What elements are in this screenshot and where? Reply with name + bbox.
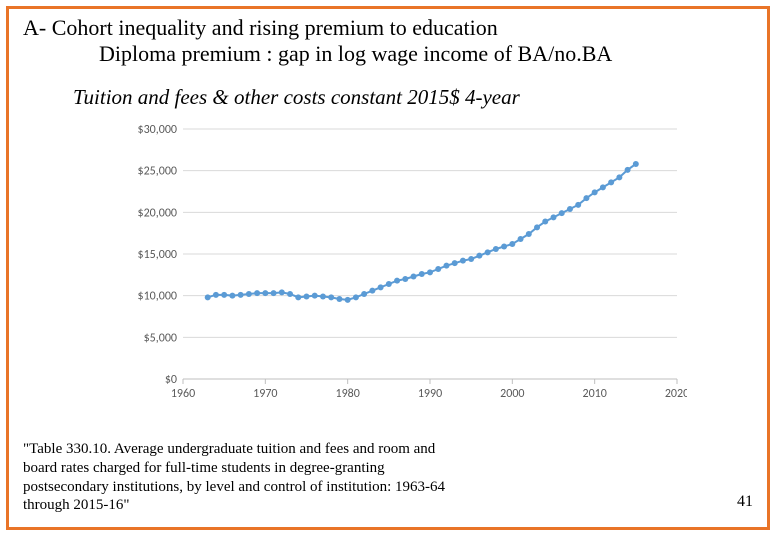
svg-text:1970: 1970 (253, 387, 277, 401)
page-number: 41 (737, 493, 753, 511)
svg-text:$25,000: $25,000 (138, 165, 178, 179)
chart-svg: $0 $5,000 $10,000 $15,000 $20,000 $25,000 $30,… (127, 119, 687, 409)
svg-text:$5,000: $5,000 (144, 331, 177, 345)
tuition-chart: $0 $5,000 $10,000 $15,000 $20,000 $25,000 $30,… (127, 119, 687, 409)
chart-subtitle: Tuition and fees & other costs constant … (73, 85, 520, 110)
svg-text:2000: 2000 (500, 387, 524, 401)
svg-text:2010: 2010 (583, 387, 607, 401)
svg-text:$20,000: $20,000 (138, 206, 178, 220)
svg-text:1980: 1980 (336, 387, 360, 401)
svg-text:1960: 1960 (171, 387, 195, 401)
svg-text:2020: 2020 (665, 387, 687, 401)
title-line-1: A- Cohort inequality and rising premium … (23, 15, 498, 41)
title-line-2: Diploma premium : gap in log wage income… (99, 41, 612, 67)
svg-text:1990: 1990 (418, 387, 442, 401)
svg-text:$0: $0 (165, 373, 177, 387)
footnote-text: "Table 330.10. Average undergraduate tui… (23, 440, 453, 515)
svg-text:$15,000: $15,000 (138, 248, 178, 262)
svg-text:$30,000: $30,000 (138, 123, 178, 137)
slide-frame: A- Cohort inequality and rising premium … (6, 6, 770, 530)
svg-text:$10,000: $10,000 (138, 290, 178, 304)
